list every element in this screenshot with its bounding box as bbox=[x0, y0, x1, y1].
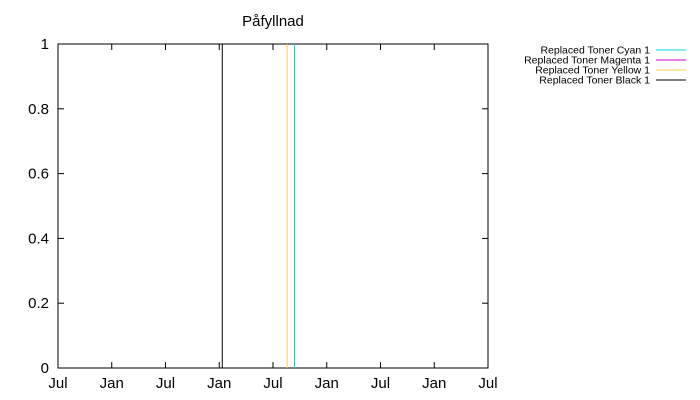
y-tick-label: 0.4 bbox=[28, 230, 49, 247]
x-tick-label: Jan bbox=[422, 375, 446, 392]
x-tick-label: Jul bbox=[156, 375, 175, 392]
x-tick-label: Jul bbox=[371, 375, 390, 392]
plot-border bbox=[57, 43, 489, 369]
legend-label: Replaced Toner Magenta 1 bbox=[524, 55, 650, 67]
legend-label: Replaced Toner Cyan 1 bbox=[540, 45, 650, 57]
y-tick-label: 0.6 bbox=[28, 166, 49, 183]
y-tick-label: 0.8 bbox=[28, 101, 49, 118]
legend-label: Replaced Toner Yellow 1 bbox=[535, 65, 650, 77]
x-tick-label: Jan bbox=[315, 375, 339, 392]
y-tick-label: 0 bbox=[41, 360, 49, 377]
x-tick-label: Jul bbox=[263, 375, 282, 392]
plot-area: 0 0.2 0.4 0.6 0.8 1 Jul Jan Jul Jan Jul Jan Jul Jan Ju… bbox=[28, 36, 497, 392]
legend-label: Replaced Toner Black 1 bbox=[539, 75, 650, 87]
x-tick-label: Jul bbox=[48, 375, 67, 392]
y-tick-label: 1 bbox=[41, 36, 49, 53]
x-tick-label: Jan bbox=[207, 375, 231, 392]
y-tick-label: 0.2 bbox=[28, 295, 49, 312]
x-tick-label: Jul bbox=[478, 375, 497, 392]
x-tick-label: Jan bbox=[100, 375, 124, 392]
chart-title: Påfyllnad bbox=[242, 13, 304, 30]
